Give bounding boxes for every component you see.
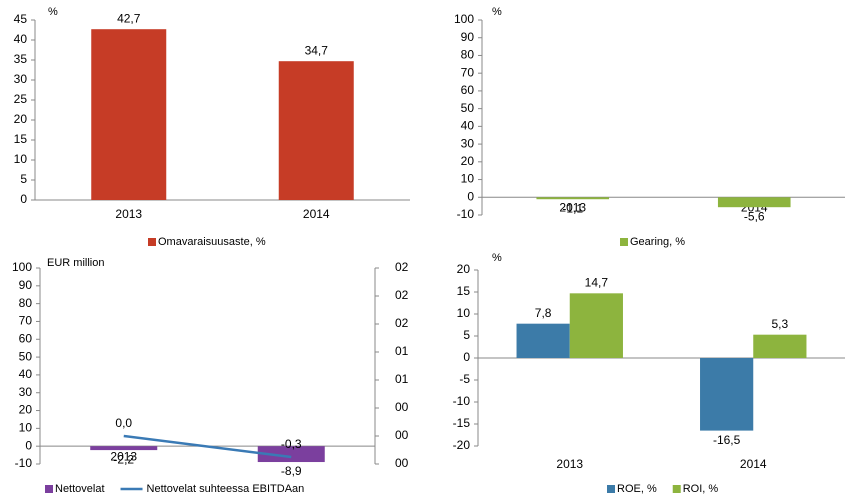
y-tick-label: 20 <box>461 154 475 168</box>
legend-swatch <box>148 238 156 246</box>
axis-title: % <box>492 252 502 264</box>
x-tick-label: 2013 <box>559 200 586 214</box>
data-label: -8,9 <box>281 464 302 478</box>
y2-tick-label: 02 <box>395 288 409 302</box>
line <box>123 434 292 459</box>
data-label: 42,7 <box>117 11 141 25</box>
legend-label: Gearing, % <box>630 236 685 248</box>
y2-tick-label: 00 <box>395 400 409 414</box>
y-tick-label: -20 <box>453 438 471 452</box>
data-label: -5,6 <box>744 209 765 223</box>
y-tick-label: -10 <box>457 207 475 221</box>
data-label: 7,8 <box>535 306 552 320</box>
bar <box>536 197 610 200</box>
axis-title: % <box>492 6 502 18</box>
y-tick-label: 20 <box>457 262 471 276</box>
data-label: 0,0 <box>115 416 132 430</box>
y-tick-label: 15 <box>457 284 471 298</box>
y-tick-label: 5 <box>463 328 470 342</box>
y-tick-label: 10 <box>14 152 28 166</box>
y-tick-label: 30 <box>461 136 475 150</box>
y-tick-label: 90 <box>461 30 475 44</box>
y-tick-label: 80 <box>461 48 475 62</box>
data-label: -1,1 <box>562 201 583 215</box>
y-tick-label: 40 <box>461 119 475 133</box>
y-tick-label: -10 <box>453 394 471 408</box>
legend-swatch <box>620 238 628 246</box>
y-tick-label: 70 <box>19 314 33 328</box>
bar <box>90 446 158 451</box>
axis-title: % <box>48 6 58 18</box>
y-tick-label: 80 <box>19 296 33 310</box>
y-tick-label: 5 <box>20 172 27 186</box>
data-label: 14,7 <box>585 275 609 289</box>
bar <box>717 197 791 208</box>
bar <box>700 358 754 431</box>
y-tick-label: 10 <box>19 421 33 435</box>
data-label: -2,2 <box>113 452 134 466</box>
legend-swatch <box>45 485 53 493</box>
y2-tick-label: 01 <box>395 372 409 386</box>
y-tick-label: 100 <box>454 12 474 26</box>
y2-tick-label: 00 <box>395 456 409 470</box>
y-tick-label: 50 <box>19 349 33 363</box>
bar <box>278 61 354 201</box>
y-tick-label: 30 <box>14 72 28 86</box>
legend-label: Nettovelat suhteessa EBITDAan <box>147 483 305 495</box>
y-tick-label: -10 <box>15 456 33 470</box>
y-tick-label: 15 <box>14 132 28 146</box>
y-tick-label: 90 <box>19 278 33 292</box>
y-tick-label: 70 <box>461 65 475 79</box>
x-tick-label: 2014 <box>740 457 767 471</box>
legend-swatch <box>607 485 615 493</box>
y-tick-label: -15 <box>453 416 471 430</box>
x-tick-label: 2014 <box>303 207 330 221</box>
y2-tick-label: 02 <box>395 260 409 274</box>
x-tick-label: 2013 <box>110 449 137 463</box>
bar <box>753 334 807 358</box>
legend-label: Nettovelat <box>55 483 105 495</box>
legend-swatch <box>672 485 681 493</box>
y-tick-label: 0 <box>463 350 470 364</box>
y-tick-label: 20 <box>19 403 33 417</box>
y-tick-label: 45 <box>14 12 28 26</box>
y-tick-label: 25 <box>14 92 28 106</box>
legend-label: Omavaraisuusaste, % <box>158 236 266 248</box>
bar <box>91 29 167 201</box>
y-tick-label: 100 <box>12 260 32 274</box>
y-tick-label: 50 <box>461 101 475 115</box>
y-tick-label: 35 <box>14 52 28 66</box>
y-tick-label: 0 <box>25 438 32 452</box>
y2-tick-label: 02 <box>395 316 409 330</box>
data-label: -0,3 <box>281 437 302 451</box>
y-tick-label: 20 <box>14 112 28 126</box>
axis-title: EUR million <box>47 257 104 269</box>
x-tick-label: 2013 <box>556 457 583 471</box>
data-label: -16,5 <box>713 433 741 447</box>
data-label: 5,3 <box>772 317 789 331</box>
y-tick-label: 60 <box>19 331 33 345</box>
y-tick-label: 10 <box>457 306 471 320</box>
y-tick-label: 60 <box>461 83 475 97</box>
legend-label: ROI, % <box>683 483 719 495</box>
x-tick-label: 2013 <box>115 207 142 221</box>
legend-label: ROE, % <box>617 483 657 495</box>
y-tick-label: 40 <box>14 32 28 46</box>
y-tick-label: 40 <box>19 367 33 381</box>
y-tick-label: 0 <box>20 192 27 206</box>
y2-tick-label: 00 <box>395 428 409 442</box>
y-tick-label: 30 <box>19 385 33 399</box>
y-tick-label: 0 <box>467 189 474 203</box>
y2-tick-label: 01 <box>395 344 409 358</box>
y-tick-label: 10 <box>461 172 475 186</box>
bar <box>257 446 325 463</box>
data-label: 34,7 <box>305 43 329 57</box>
bar <box>569 293 623 358</box>
y-tick-label: -5 <box>459 372 470 386</box>
bar <box>516 323 570 358</box>
